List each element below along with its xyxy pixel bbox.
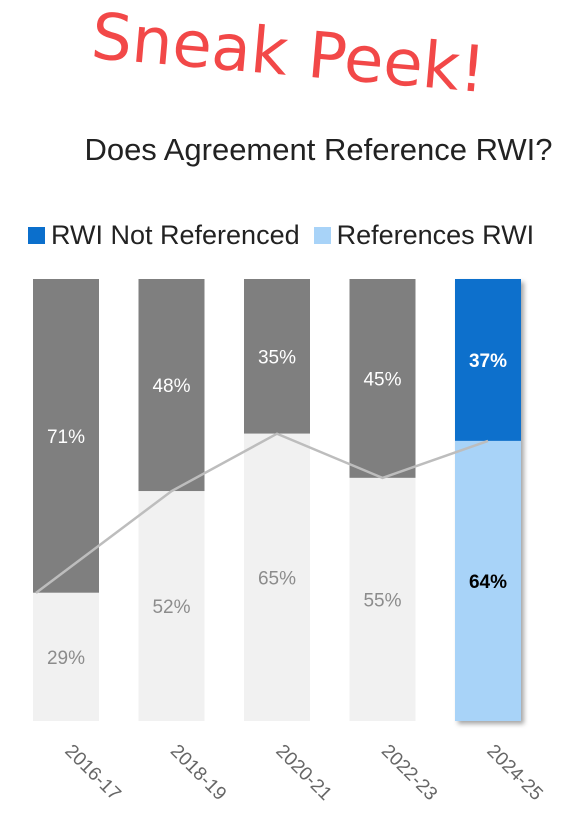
bar-references-2024-25 bbox=[455, 440, 521, 721]
bar-references-2016-17 bbox=[33, 592, 99, 721]
bar-references-2018-19 bbox=[138, 491, 205, 721]
chart-title: Does Agreement Reference RWI? bbox=[84, 132, 553, 167]
x-tick-label-2024-25: 2024-25 bbox=[482, 741, 546, 805]
data-label-references-2018-19: 52% bbox=[152, 597, 190, 618]
bar-not-referenced-2022-23 bbox=[349, 279, 416, 478]
trend-line bbox=[35, 432, 489, 594]
legend-item-references: References RWI bbox=[313, 220, 535, 251]
x-tick-label-2016-17: 2016-17 bbox=[60, 741, 124, 805]
data-label-not-referenced-2018-19: 48% bbox=[152, 376, 190, 397]
legend-item-not-referenced: RWI Not Referenced bbox=[28, 220, 300, 251]
x-tick-label-2020-21: 2020-21 bbox=[271, 741, 335, 805]
bar-references-2022-23 bbox=[349, 477, 416, 721]
legend-label-not-referenced: RWI Not Referenced bbox=[51, 220, 300, 250]
bar-references-2020-21 bbox=[244, 433, 310, 721]
bar-not-referenced-2018-19 bbox=[138, 279, 205, 492]
data-label-not-referenced-2020-21: 35% bbox=[258, 347, 296, 368]
legend-swatch-references bbox=[313, 227, 331, 244]
bar-not-referenced-2024-25 bbox=[455, 279, 521, 441]
legend-label-references: References RWI bbox=[336, 220, 535, 250]
x-tick-label-2022-23: 2022-23 bbox=[377, 741, 441, 805]
data-label-not-referenced-2016-17: 71% bbox=[47, 427, 85, 448]
bar-not-referenced-2020-21 bbox=[244, 279, 310, 434]
chart-legend: RWI Not Referenced References RWI bbox=[28, 220, 548, 251]
x-tick-label-2018-19: 2018-19 bbox=[166, 741, 230, 805]
data-label-references-2024-25: 64% bbox=[469, 572, 507, 593]
data-label-references-2022-23: 55% bbox=[363, 590, 401, 611]
legend-swatch-not-referenced bbox=[28, 227, 45, 244]
data-label-not-referenced-2022-23: 45% bbox=[363, 369, 401, 390]
data-label-references-2016-17: 29% bbox=[47, 648, 85, 669]
data-label-references-2020-21: 65% bbox=[258, 568, 296, 589]
bar-not-referenced-2016-17 bbox=[33, 279, 99, 593]
data-label-not-referenced-2024-25: 37% bbox=[469, 351, 507, 372]
